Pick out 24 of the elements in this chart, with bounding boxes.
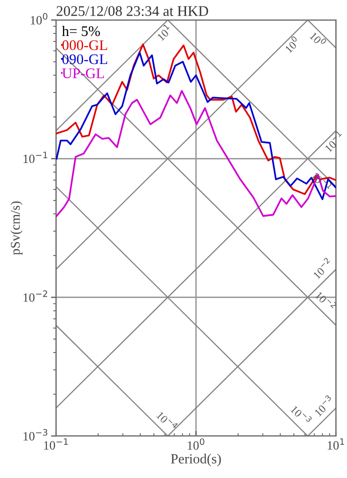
y-tick-label: 10$^{−2}$: [24, 290, 48, 302]
y-tick-label: 10$^{0}$: [30, 13, 48, 24]
annotation: 10$^{−4}$: [156, 410, 178, 432]
x-tick-label: 10$^{1}$: [328, 438, 344, 450]
x-axis-title: Period(s): [170, 454, 221, 466]
legend-label: 000-GL: [62, 40, 108, 50]
legend-label: 090-GL: [62, 54, 108, 64]
annotation: 10$^{−1}$: [310, 170, 333, 192]
legend-label: UP-GL: [62, 68, 104, 78]
y-tick-label: 10$^{−1}$: [24, 152, 48, 164]
x-tick-label: 10$^{−1}$: [44, 438, 68, 450]
annotation: 10$^{−1}$: [322, 130, 345, 152]
annotation: 10$^{0}$: [309, 30, 327, 48]
y-tick-label: 10$^{−3}$: [24, 429, 48, 440]
annotation: 10$^{−3}$: [290, 404, 312, 426]
chart-title: 2025/12/08 23:34 at HKD: [56, 6, 208, 16]
annotation: 10$^{−2}$: [314, 289, 337, 312]
annotation: 10$^{−3}$: [312, 394, 335, 417]
legend-title: h= 5%: [62, 26, 100, 36]
y-axis-title: pSv(cm/s): [10, 201, 22, 255]
annotation: 10$^{0}$: [282, 36, 300, 54]
annotation: 10$^{1}$: [155, 24, 173, 42]
x-tick-label: 10$^{0}$: [188, 438, 204, 450]
annotation: 10$^{−2}$: [311, 257, 334, 280]
